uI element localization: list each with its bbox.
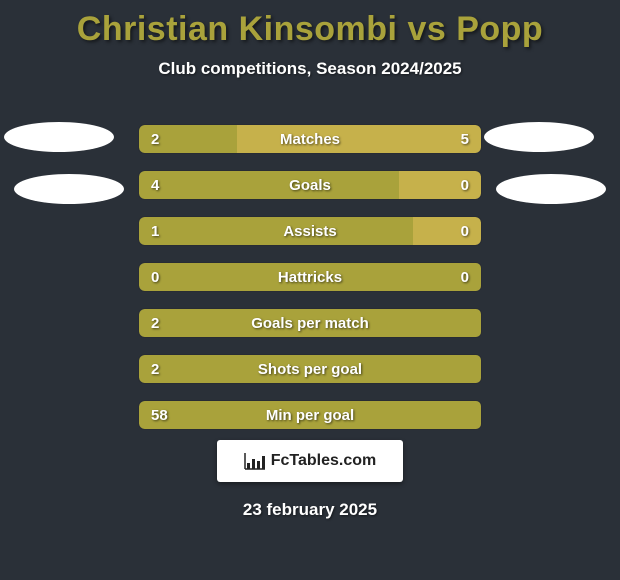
comparison-rows: Matches25Goals40Assists10Hattricks00Goal…	[138, 124, 482, 446]
stat-row: Assists1 0	[138, 216, 482, 246]
stat-value-right: 0	[461, 217, 469, 246]
stat-row: Shots per goal2	[138, 354, 482, 384]
branding-badge: FcTables.com	[217, 440, 403, 482]
branding-chart-icon	[244, 452, 266, 470]
generation-date: 23 february 2025	[0, 500, 620, 520]
player-right-photo-placeholder-2	[496, 174, 606, 204]
stat-label: Assists	[139, 217, 481, 246]
stat-row: Goals per match2	[138, 308, 482, 338]
player-left-photo-placeholder-1	[4, 122, 114, 152]
stat-label: Hattricks	[139, 263, 481, 292]
stat-label: Goals	[139, 171, 481, 200]
stat-value-left: 2	[151, 309, 159, 338]
stat-value-right: 0	[461, 263, 469, 292]
stat-label: Shots per goal	[139, 355, 481, 384]
stat-value-left: 4	[151, 171, 159, 200]
stat-value-left: 2	[151, 125, 159, 154]
stat-value-right: 0	[461, 171, 469, 200]
stat-value-left: 58	[151, 401, 168, 430]
comparison-infographic: Christian Kinsombi vs Popp Club competit…	[0, 0, 620, 580]
stat-value-left: 2	[151, 355, 159, 384]
stat-label: Matches	[139, 125, 481, 154]
stat-row: Goals4 0	[138, 170, 482, 200]
branding-label: FcTables.com	[271, 452, 377, 470]
page-subtitle: Club competitions, Season 2024/2025	[0, 59, 620, 79]
stat-value-left: 0	[151, 263, 159, 292]
stat-row: Min per goal58	[138, 400, 482, 430]
player-left-photo-placeholder-2	[14, 174, 124, 204]
stat-value-left: 1	[151, 217, 159, 246]
stat-row: Hattricks0 0	[138, 262, 482, 292]
page-title: Christian Kinsombi vs Popp	[0, 0, 620, 49]
stat-label: Min per goal	[139, 401, 481, 430]
stat-value-right: 5	[461, 125, 469, 154]
player-right-photo-placeholder-1	[484, 122, 594, 152]
stat-label: Goals per match	[139, 309, 481, 338]
stat-row: Matches2 5	[138, 124, 482, 154]
